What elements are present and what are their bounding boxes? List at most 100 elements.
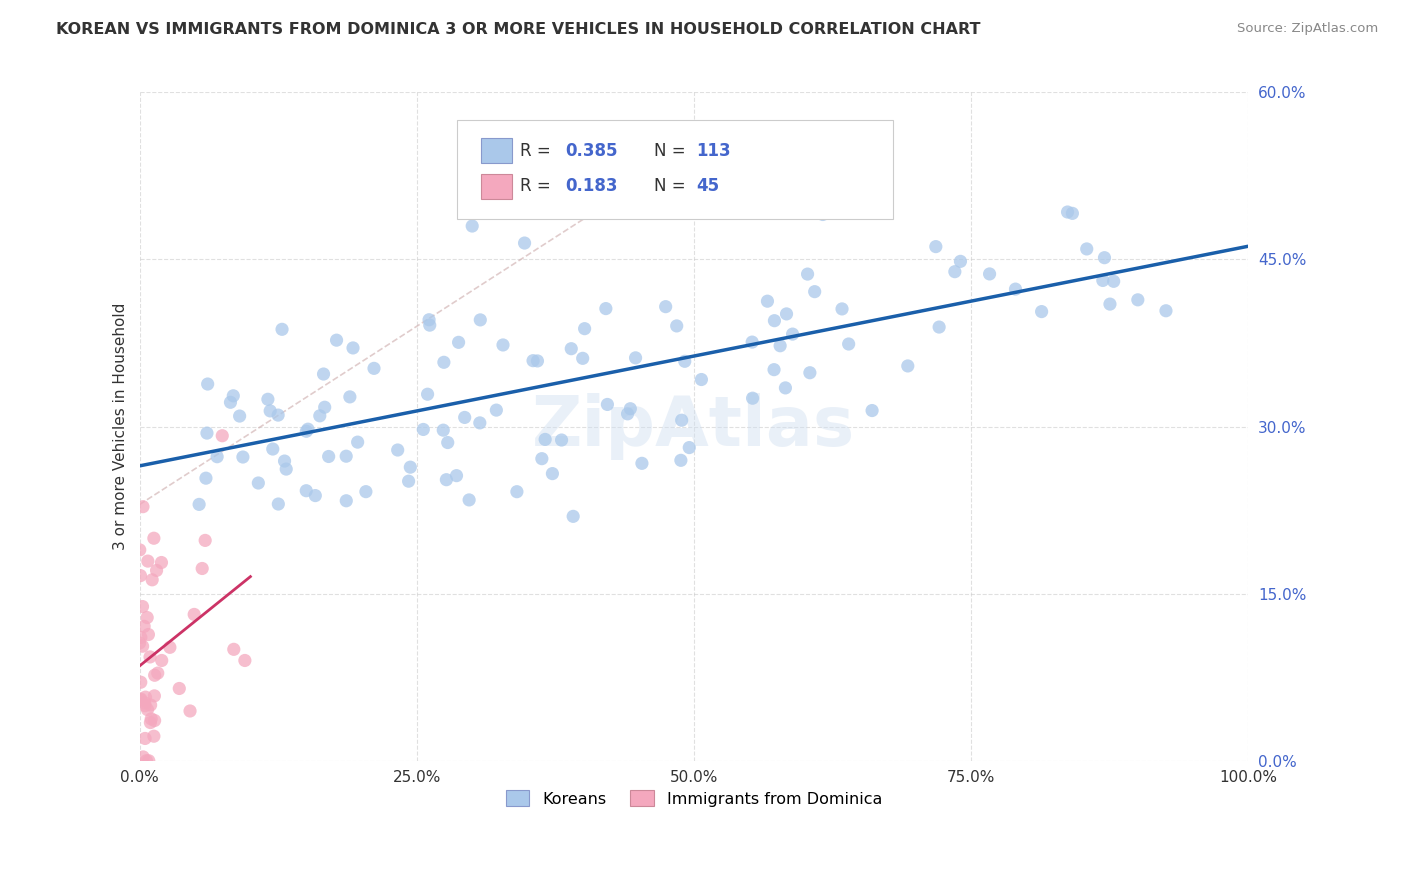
Point <box>194 533 217 548</box>
Point <box>346 435 368 450</box>
Point <box>139 698 162 712</box>
Point <box>665 318 688 333</box>
Text: N =: N = <box>654 142 690 160</box>
Point <box>150 556 173 570</box>
Point <box>295 424 318 438</box>
Point <box>470 313 492 327</box>
Point <box>141 573 163 587</box>
Point <box>195 426 218 441</box>
Point <box>169 681 191 696</box>
Point <box>159 640 181 655</box>
Point <box>399 460 422 475</box>
Point <box>219 395 242 409</box>
Point <box>769 339 792 353</box>
Point <box>191 561 214 575</box>
Point <box>571 351 593 366</box>
Point <box>267 497 290 511</box>
Point <box>530 451 553 466</box>
Point <box>143 668 166 682</box>
Point <box>136 554 159 568</box>
Point <box>325 333 347 347</box>
Point <box>432 423 454 437</box>
Point <box>129 568 152 582</box>
Point <box>146 666 169 681</box>
Text: Source: ZipAtlas.com: Source: ZipAtlas.com <box>1237 22 1378 36</box>
Point <box>139 715 162 730</box>
Point <box>233 653 256 667</box>
Point <box>183 607 205 622</box>
Point <box>550 433 572 447</box>
Point <box>262 442 284 456</box>
Point <box>134 731 156 746</box>
Point <box>295 483 318 498</box>
Point <box>194 471 217 485</box>
Point <box>128 636 150 650</box>
Point <box>782 327 804 342</box>
Point <box>775 307 797 321</box>
Point <box>741 335 763 350</box>
Point <box>562 509 585 524</box>
Point <box>925 239 948 253</box>
Point <box>363 361 385 376</box>
Point <box>433 355 456 369</box>
Point <box>1004 282 1026 296</box>
Point <box>838 337 860 351</box>
Point <box>897 359 920 373</box>
Point <box>436 435 458 450</box>
Point <box>276 462 298 476</box>
Point <box>506 484 529 499</box>
Point <box>141 712 163 726</box>
Point <box>143 689 166 703</box>
Point <box>339 390 361 404</box>
Point <box>142 729 165 743</box>
Point <box>134 698 156 713</box>
Point <box>485 403 508 417</box>
Point <box>860 403 883 417</box>
Point <box>342 341 364 355</box>
Point <box>756 294 779 309</box>
Point <box>131 639 153 653</box>
Text: ZipAtlas: ZipAtlas <box>533 393 856 460</box>
Point <box>1098 297 1121 311</box>
Point <box>136 703 159 717</box>
Point <box>314 401 336 415</box>
Point <box>188 497 211 511</box>
Point <box>387 442 409 457</box>
Point <box>150 653 173 667</box>
Point <box>419 318 441 333</box>
Point <box>669 453 692 467</box>
Point <box>1091 273 1114 287</box>
Point <box>129 631 152 645</box>
Point <box>673 354 696 368</box>
Point <box>259 404 281 418</box>
Point <box>741 391 763 405</box>
Point <box>513 235 536 250</box>
Point <box>595 301 617 316</box>
Point <box>453 410 475 425</box>
Point <box>1062 206 1084 220</box>
Point <box>257 392 280 407</box>
Point <box>796 267 818 281</box>
Point <box>979 267 1001 281</box>
Point <box>775 381 797 395</box>
Point <box>416 387 439 401</box>
Point <box>418 312 440 326</box>
Point <box>398 474 420 488</box>
Point <box>1094 251 1116 265</box>
Point <box>179 704 201 718</box>
Point <box>304 489 326 503</box>
Point <box>616 407 638 421</box>
Point <box>143 714 166 728</box>
Point <box>335 493 357 508</box>
Text: R =: R = <box>520 142 557 160</box>
Point <box>136 610 159 624</box>
Text: R =: R = <box>520 178 557 195</box>
Point <box>541 467 564 481</box>
Point <box>128 542 150 557</box>
Point <box>534 433 557 447</box>
Point <box>526 354 548 368</box>
Point <box>131 599 153 614</box>
Point <box>308 409 330 423</box>
Point <box>132 500 155 514</box>
Point <box>412 422 434 436</box>
